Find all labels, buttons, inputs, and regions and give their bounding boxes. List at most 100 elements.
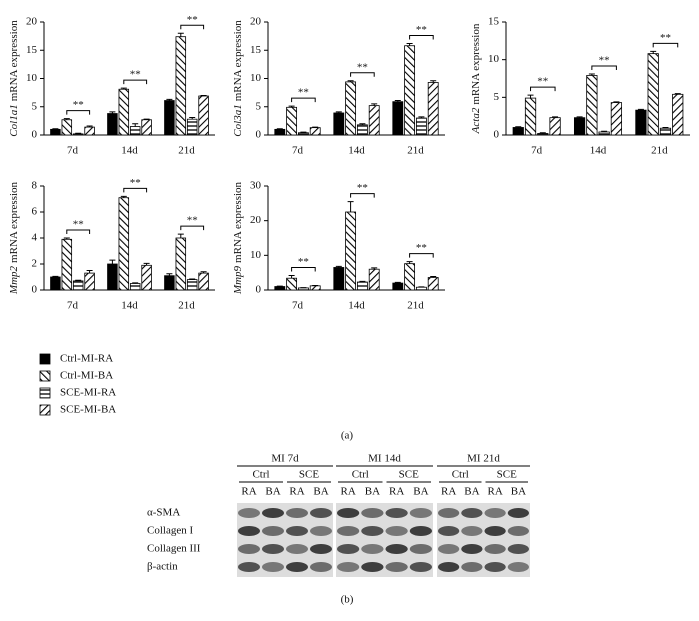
- blot-lane-label: RA: [289, 486, 304, 498]
- legend-label: Ctrl-MI-RA: [60, 353, 113, 365]
- error-bar: [300, 131, 307, 133]
- error-bar: [359, 280, 366, 283]
- x-tick-label: 21d: [651, 145, 668, 157]
- blot-band: [361, 562, 384, 572]
- significance-bracket: [123, 187, 148, 193]
- blot-band: [484, 562, 506, 572]
- error-bar: [406, 42, 413, 46]
- bar: [297, 287, 309, 291]
- x-tick-label: 14d: [348, 145, 365, 157]
- y-tick-label: 10: [488, 53, 500, 65]
- blot-band: [286, 526, 308, 536]
- bar: [198, 95, 209, 136]
- significance-bracket: [350, 72, 375, 77]
- y-tick-label: 5: [256, 100, 262, 112]
- blot-group-title: MI 14d: [368, 453, 401, 465]
- bar: [274, 128, 286, 136]
- error-bar: [143, 262, 150, 266]
- blot-band: [337, 544, 360, 554]
- bar: [118, 197, 130, 291]
- blot-row-label: Collagen I: [147, 525, 193, 537]
- blot-subgroup-label: Ctrl: [252, 469, 269, 481]
- blot-band: [438, 562, 460, 572]
- error-bar: [86, 270, 93, 274]
- legend-swatch: [39, 404, 51, 416]
- bar: [309, 285, 321, 291]
- error-bar: [288, 105, 295, 108]
- x-tick-label: 21d: [178, 145, 195, 157]
- error-bar: [371, 267, 378, 270]
- blot-band: [438, 508, 460, 518]
- significance-bracket: [530, 86, 556, 92]
- x-tick-label: 7d: [292, 300, 304, 312]
- y-axis-label: Mmp9 mRNA expression: [232, 181, 244, 295]
- legend-swatch: [39, 370, 51, 382]
- x-tick-label: 14d: [121, 300, 138, 312]
- blot-subgroup-label: Ctrl: [352, 469, 369, 481]
- y-tick-label: 4: [32, 232, 38, 244]
- y-tick-label: 20: [250, 16, 262, 28]
- bar: [297, 132, 309, 136]
- bar: [274, 286, 286, 291]
- bar: [415, 286, 427, 291]
- blot-band: [262, 562, 284, 572]
- y-axis-label-text: mRNA expression: [470, 23, 482, 104]
- y-axis-label: Col1a1 mRNA expression: [8, 20, 20, 137]
- blot-lane-label: RA: [389, 486, 404, 498]
- error-bar: [613, 101, 620, 103]
- y-axis-label-gene: Acta2: [470, 107, 482, 134]
- blot-band: [262, 544, 284, 554]
- error-bar: [674, 93, 681, 95]
- bar: [427, 277, 439, 291]
- panel-label: (b): [341, 594, 354, 606]
- error-bar: [335, 111, 342, 113]
- bar: [72, 280, 84, 291]
- significance-label: **: [73, 99, 84, 111]
- blot-band: [409, 508, 432, 518]
- bar: [107, 263, 118, 291]
- error-bar: [418, 116, 425, 119]
- blot-band: [286, 544, 308, 554]
- blot-band: [286, 562, 308, 572]
- blot-row-label: α-SMA: [147, 507, 180, 519]
- bar: [512, 127, 524, 136]
- bar: [635, 109, 647, 136]
- error-bar: [650, 50, 657, 54]
- blot-subgroup-label: SCE: [497, 469, 517, 481]
- significance-bracket: [409, 34, 434, 40]
- x-tick-label: 14d: [121, 145, 138, 157]
- blot-band: [507, 508, 529, 518]
- bar: [598, 131, 610, 136]
- bar: [524, 97, 537, 136]
- significance-label: **: [416, 24, 427, 36]
- blot-band: [310, 544, 332, 554]
- blot-band: [507, 562, 529, 572]
- bar: [549, 117, 561, 136]
- blot-band: [507, 544, 529, 554]
- y-tick-label: 20: [26, 16, 38, 28]
- y-tick-label: 0: [32, 129, 38, 141]
- x-tick-label: 21d: [407, 300, 424, 312]
- error-bar: [430, 275, 437, 278]
- bar: [198, 272, 209, 291]
- error-bar: [552, 116, 559, 118]
- significance-label: **: [187, 215, 198, 227]
- blot-band: [238, 526, 260, 536]
- error-bar: [200, 271, 207, 274]
- bar: [356, 124, 368, 136]
- bar: [356, 281, 368, 291]
- error-bar: [200, 94, 207, 97]
- x-tick-label: 7d: [67, 300, 79, 312]
- bar: [72, 133, 84, 136]
- y-tick-label: 8: [32, 180, 38, 192]
- error-bar: [637, 108, 644, 111]
- y-tick-label: 6: [32, 206, 38, 218]
- bar: [404, 263, 416, 291]
- error-bar: [662, 126, 669, 129]
- blot-group-title: MI 7d: [271, 453, 299, 465]
- y-tick-label: 0: [256, 284, 262, 296]
- error-bar: [120, 195, 127, 198]
- bar: [345, 81, 357, 136]
- bar: [129, 283, 141, 291]
- y-tick-label: 0: [494, 129, 500, 141]
